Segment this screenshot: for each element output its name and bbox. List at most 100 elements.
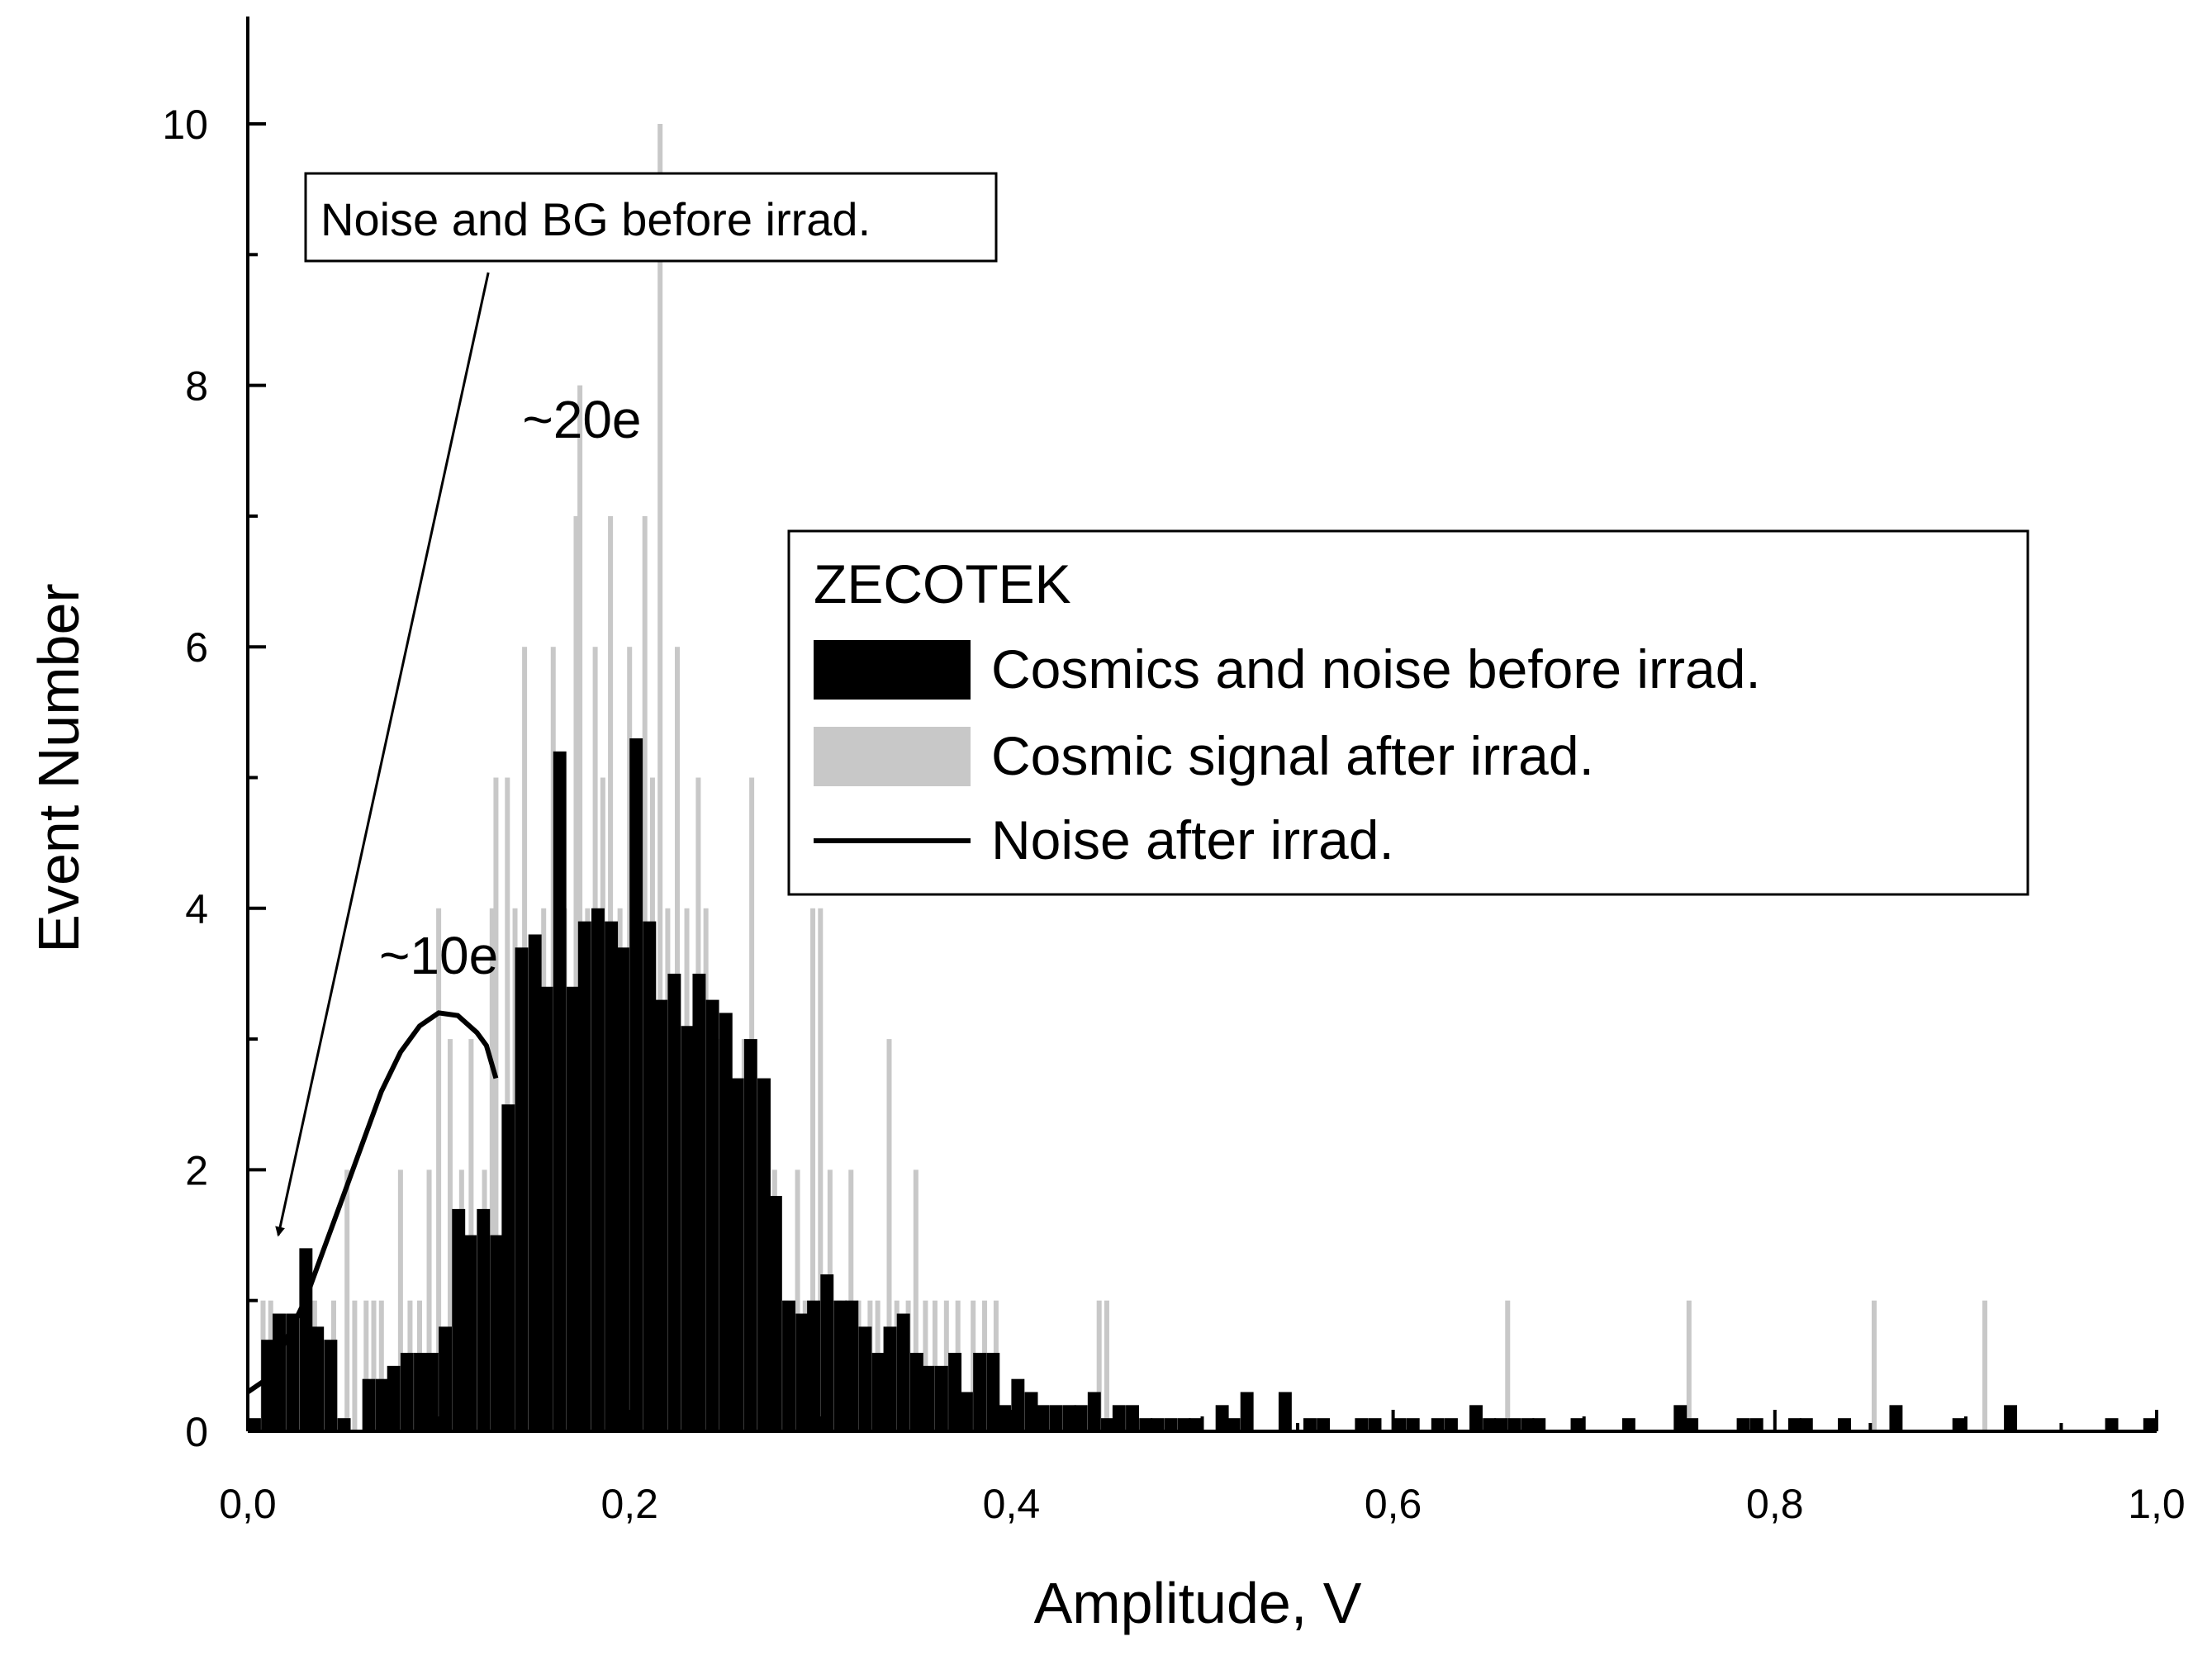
y-tick-label-1: 2 bbox=[185, 1147, 208, 1193]
histogram-bar-105 bbox=[1787, 1418, 1801, 1431]
cosmic-signal-spike-55 bbox=[810, 908, 816, 1431]
histogram-bar-0 bbox=[248, 1418, 261, 1431]
histogram-bar-51 bbox=[896, 1313, 910, 1431]
cosmic-signal-spike-15 bbox=[447, 1039, 453, 1431]
cosmic-signal-spike-7 bbox=[363, 1300, 369, 1431]
histogram-bar-111 bbox=[2105, 1418, 2119, 1431]
x-tick-label-5: 1,0 bbox=[2128, 1481, 2186, 1527]
callout-arrow bbox=[275, 272, 490, 1237]
histogram-bar-20 bbox=[501, 1104, 515, 1431]
y-tick-label-0: 0 bbox=[185, 1409, 208, 1455]
histogram-bar-93 bbox=[1469, 1405, 1483, 1431]
legend-label-cosmics-before: Cosmics and noise before irrad. bbox=[991, 638, 1761, 700]
histogram-bar-46 bbox=[833, 1300, 847, 1431]
callout-box bbox=[304, 172, 998, 263]
legend-label-noise-after: Noise after irrad. bbox=[991, 809, 1394, 870]
legend-swatch-gray-bar bbox=[814, 727, 971, 786]
histogram-bar-60 bbox=[1011, 1378, 1025, 1431]
histogram-bar-43 bbox=[795, 1313, 809, 1431]
cosmic-signal-spike-56 bbox=[818, 908, 824, 1431]
histogram-bar-27 bbox=[591, 908, 605, 1431]
histogram-bar-77 bbox=[1227, 1418, 1241, 1431]
histogram-bar-32 bbox=[654, 999, 668, 1431]
histogram-bar-96 bbox=[1507, 1418, 1521, 1431]
histogram-bar-85 bbox=[1368, 1418, 1382, 1431]
cosmic-signal-spike-66 bbox=[913, 1169, 919, 1431]
histogram-bar-34 bbox=[681, 1026, 695, 1431]
y-tick-label-3: 6 bbox=[185, 624, 208, 671]
histogram-bar-71 bbox=[1151, 1418, 1165, 1431]
histogram-bar-13 bbox=[414, 1353, 427, 1431]
x-axis-title: Amplitude, V bbox=[1034, 1571, 1362, 1635]
y-tick-label-4: 8 bbox=[185, 363, 208, 410]
x-tick-label-3: 0,6 bbox=[1365, 1481, 1422, 1527]
histogram-bar-26 bbox=[577, 921, 591, 1431]
histogram-bar-64 bbox=[1062, 1405, 1076, 1431]
cosmic-signal-spike-6 bbox=[352, 1300, 358, 1431]
callout-text: Noise and BG before irrad. bbox=[320, 193, 871, 245]
histogram-bar-2 bbox=[273, 1313, 286, 1431]
legend-title: ZECOTEK bbox=[814, 553, 1071, 614]
histogram-bar-55 bbox=[948, 1353, 962, 1431]
cosmic-signal-spike-13 bbox=[426, 1169, 432, 1431]
histogram-bar-98 bbox=[1532, 1418, 1546, 1431]
histogram-bar-66 bbox=[1087, 1392, 1101, 1431]
histogram-bar-69 bbox=[1126, 1405, 1139, 1431]
histogram-bar-53 bbox=[921, 1365, 935, 1431]
histogram-bar-42 bbox=[782, 1300, 795, 1431]
histogram-bar-52 bbox=[909, 1353, 923, 1431]
noise-after-irrad-line bbox=[246, 1010, 499, 1394]
legend-box bbox=[787, 529, 2029, 896]
histogram-bar-28 bbox=[605, 921, 619, 1431]
noise-after-irrad-series bbox=[246, 1010, 499, 1394]
histogram-bar-31 bbox=[643, 921, 657, 1431]
x-tick-label-1: 0,2 bbox=[600, 1481, 658, 1527]
cosmic-signal-spike-77 bbox=[1686, 1300, 1692, 1431]
cosmic-signal-spike-76 bbox=[1505, 1300, 1511, 1431]
histogram-bar-106 bbox=[1799, 1418, 1813, 1431]
histogram-bar-50 bbox=[883, 1326, 897, 1431]
histogram-bar-74 bbox=[1189, 1418, 1203, 1431]
histogram-bar-103 bbox=[1736, 1418, 1750, 1431]
y-tick-label-2: 4 bbox=[185, 886, 208, 932]
histogram-bar-109 bbox=[1952, 1418, 1966, 1431]
histogram-bar-97 bbox=[1521, 1418, 1535, 1431]
cosmic-signal-spike-28 bbox=[573, 515, 579, 1431]
histogram-bar-22 bbox=[528, 934, 542, 1431]
histogram-bar-12 bbox=[400, 1353, 414, 1431]
histogram-bar-39 bbox=[743, 1039, 757, 1431]
cosmic-signal-spike-10 bbox=[397, 1169, 403, 1431]
histogram-bar-91 bbox=[1444, 1418, 1458, 1431]
legend: ZECOTEK Cosmics and noise before irrad. … bbox=[787, 529, 2029, 896]
histogram-bar-61 bbox=[1024, 1392, 1038, 1431]
histogram-bar-17 bbox=[463, 1235, 477, 1431]
histogram-bar-83 bbox=[1317, 1418, 1331, 1431]
histogram-bar-72 bbox=[1164, 1418, 1178, 1431]
histogram-bar-88 bbox=[1406, 1418, 1420, 1431]
histogram-bar-59 bbox=[998, 1405, 1012, 1431]
histogram-bar-9 bbox=[362, 1378, 376, 1431]
histogram-bar-33 bbox=[667, 973, 681, 1431]
histogram-bar-108 bbox=[1889, 1405, 1903, 1431]
histogram-bar-95 bbox=[1494, 1418, 1507, 1431]
cosmic-signal-spike-63 bbox=[886, 1039, 892, 1431]
histogram-bar-58 bbox=[986, 1353, 1000, 1431]
histogram-bar-18 bbox=[477, 1208, 491, 1431]
histogram-bar-87 bbox=[1393, 1418, 1407, 1431]
histogram-bar-101 bbox=[1673, 1405, 1687, 1431]
histogram-bar-54 bbox=[934, 1365, 948, 1431]
tick-labels: 0,0 0,2 0,4 0,6 0,8 1,0 0 2 4 6 8 10 bbox=[162, 102, 2185, 1527]
histogram-bar-90 bbox=[1431, 1418, 1445, 1431]
cosmic-signal-spike-75 bbox=[1104, 1300, 1109, 1431]
histogram-bar-21 bbox=[515, 947, 529, 1431]
annotation-0: ~20e bbox=[522, 390, 641, 449]
histogram-bar-80 bbox=[1278, 1392, 1292, 1431]
histogram-bar-102 bbox=[1685, 1418, 1699, 1431]
y-axis-title: Event Number bbox=[26, 583, 91, 952]
histogram-bar-82 bbox=[1303, 1418, 1317, 1431]
histogram-bar-100 bbox=[1621, 1418, 1635, 1431]
histogram-bar-36 bbox=[705, 999, 719, 1431]
histogram-bar-24 bbox=[553, 751, 567, 1431]
cosmic-signal-spike-19 bbox=[489, 908, 495, 1431]
